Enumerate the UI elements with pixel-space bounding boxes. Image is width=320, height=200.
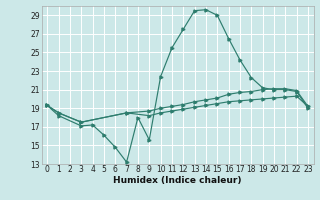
X-axis label: Humidex (Indice chaleur): Humidex (Indice chaleur) [113, 176, 242, 185]
